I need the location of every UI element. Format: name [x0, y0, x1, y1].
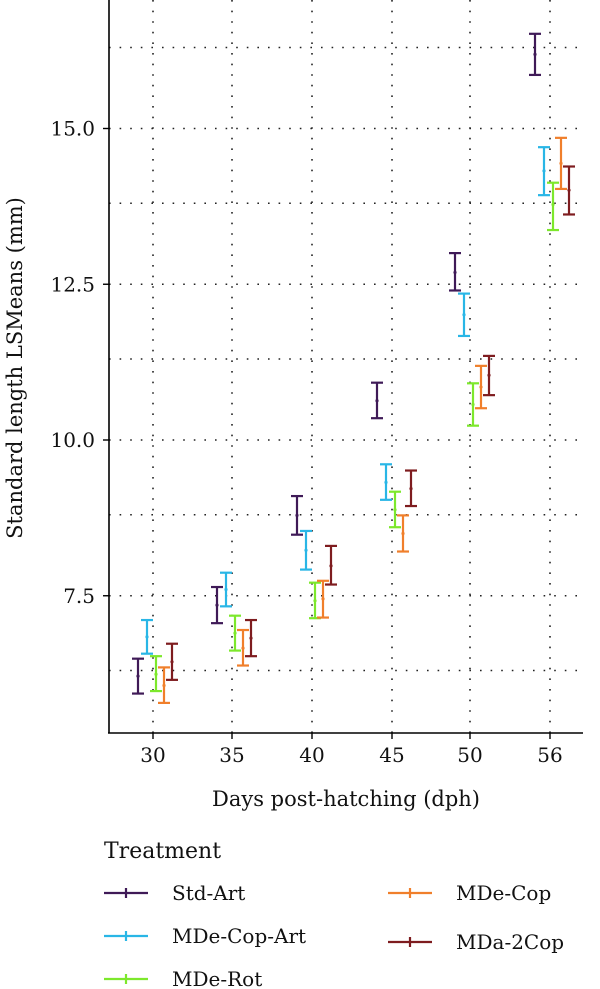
mean-point — [224, 587, 228, 592]
error-bar — [291, 494, 303, 536]
legend-item: MDe-Rot — [104, 967, 262, 989]
mean-point — [162, 683, 166, 688]
mean-point — [471, 402, 475, 407]
mean-point — [313, 599, 317, 603]
error-bar — [475, 364, 487, 410]
error-bar — [538, 146, 550, 197]
error-bar — [211, 585, 223, 625]
error-bar — [371, 381, 383, 420]
mean-point — [215, 603, 219, 607]
error-bar — [220, 571, 232, 608]
legend-item: MDe-Cop — [388, 881, 551, 905]
mean-point — [393, 508, 397, 512]
mean-point — [384, 480, 388, 484]
legend-label: Std-Art — [172, 881, 245, 905]
error-bar — [547, 181, 559, 232]
mean-point — [249, 636, 253, 640]
error-bar — [467, 382, 479, 427]
mean-point — [567, 188, 571, 192]
error-bar — [563, 165, 575, 216]
mean-point — [304, 548, 308, 552]
error-bar — [325, 544, 337, 586]
error-bar — [166, 642, 178, 681]
error-bar — [309, 581, 321, 620]
error-bar — [449, 252, 461, 292]
mean-point — [479, 385, 483, 389]
series-0 — [132, 32, 541, 695]
error-bar — [300, 529, 312, 571]
error-bar — [141, 618, 153, 655]
x-tick-label: 35 — [219, 743, 244, 767]
mean-point — [241, 646, 245, 650]
mean-point — [321, 597, 325, 601]
mean-point — [145, 635, 149, 639]
mean-point — [462, 313, 466, 317]
x-tick-label: 30 — [140, 743, 165, 767]
series-1 — [141, 146, 550, 655]
legend-label: MDe-Rot — [172, 967, 262, 989]
mean-point — [136, 674, 140, 678]
mean-point — [329, 564, 333, 568]
legend-label: MDe-Cop-Art — [172, 924, 306, 948]
grid — [109, 0, 583, 733]
series-4 — [166, 165, 575, 681]
y-tick-label: 15.0 — [50, 117, 95, 141]
x-axis-title: Days post-hatching (dph) — [212, 787, 480, 811]
y-tick-label: 10.0 — [50, 428, 95, 452]
error-bar — [237, 628, 249, 667]
error-bars — [132, 32, 575, 705]
mean-point — [233, 631, 237, 635]
mean-point — [409, 486, 413, 491]
error-bar — [132, 657, 144, 695]
error-bar — [380, 463, 392, 501]
mean-point — [295, 513, 299, 517]
x-tick-label: 40 — [299, 743, 324, 767]
mean-point — [551, 202, 555, 207]
mean-point — [559, 161, 563, 165]
error-bar — [483, 354, 495, 397]
error-bar — [317, 579, 329, 619]
error-bar — [150, 655, 162, 693]
error-bar — [389, 490, 401, 529]
error-bar — [397, 514, 409, 553]
tick-labels: 7.5 10.0 12.5 15.0 30 35 40 45 50 56 — [50, 117, 562, 768]
mean-point — [154, 672, 158, 676]
error-bar — [245, 618, 257, 658]
x-tick-label: 45 — [379, 743, 404, 767]
error-bar — [458, 292, 470, 338]
y-tick-label: 12.5 — [50, 272, 95, 296]
series-3 — [158, 136, 567, 705]
legend-label: MDe-Cop — [456, 881, 551, 905]
x-tick-label: 56 — [537, 743, 562, 767]
mean-point — [542, 169, 546, 173]
mean-point — [375, 399, 379, 403]
legend-label: MDa-2Cop — [456, 930, 564, 954]
mean-point — [453, 270, 457, 275]
mean-point — [487, 373, 491, 377]
mean-point — [170, 660, 174, 664]
error-bar — [229, 614, 241, 652]
y-tick-label: 7.5 — [63, 584, 95, 608]
legend-item: MDa-2Cop — [388, 930, 564, 954]
axes — [108, 0, 583, 734]
legend-item: Std-Art — [104, 881, 245, 905]
error-bar — [405, 469, 417, 508]
error-bar — [555, 136, 567, 191]
x-tick-label: 50 — [457, 743, 482, 767]
error-bar — [529, 32, 541, 77]
legend-item: MDe-Cop-Art — [104, 924, 306, 948]
legend-title: Treatment — [104, 839, 221, 864]
mean-point — [533, 52, 537, 56]
legend: Treatment Std-Art MDe-Cop-Art MDe-Rot MDe-C… — [104, 839, 564, 989]
series-2 — [150, 181, 559, 693]
mean-point — [401, 531, 405, 536]
error-bar — [158, 666, 170, 705]
y-axis-title: Standard length LSMeans (mm) — [3, 197, 27, 539]
